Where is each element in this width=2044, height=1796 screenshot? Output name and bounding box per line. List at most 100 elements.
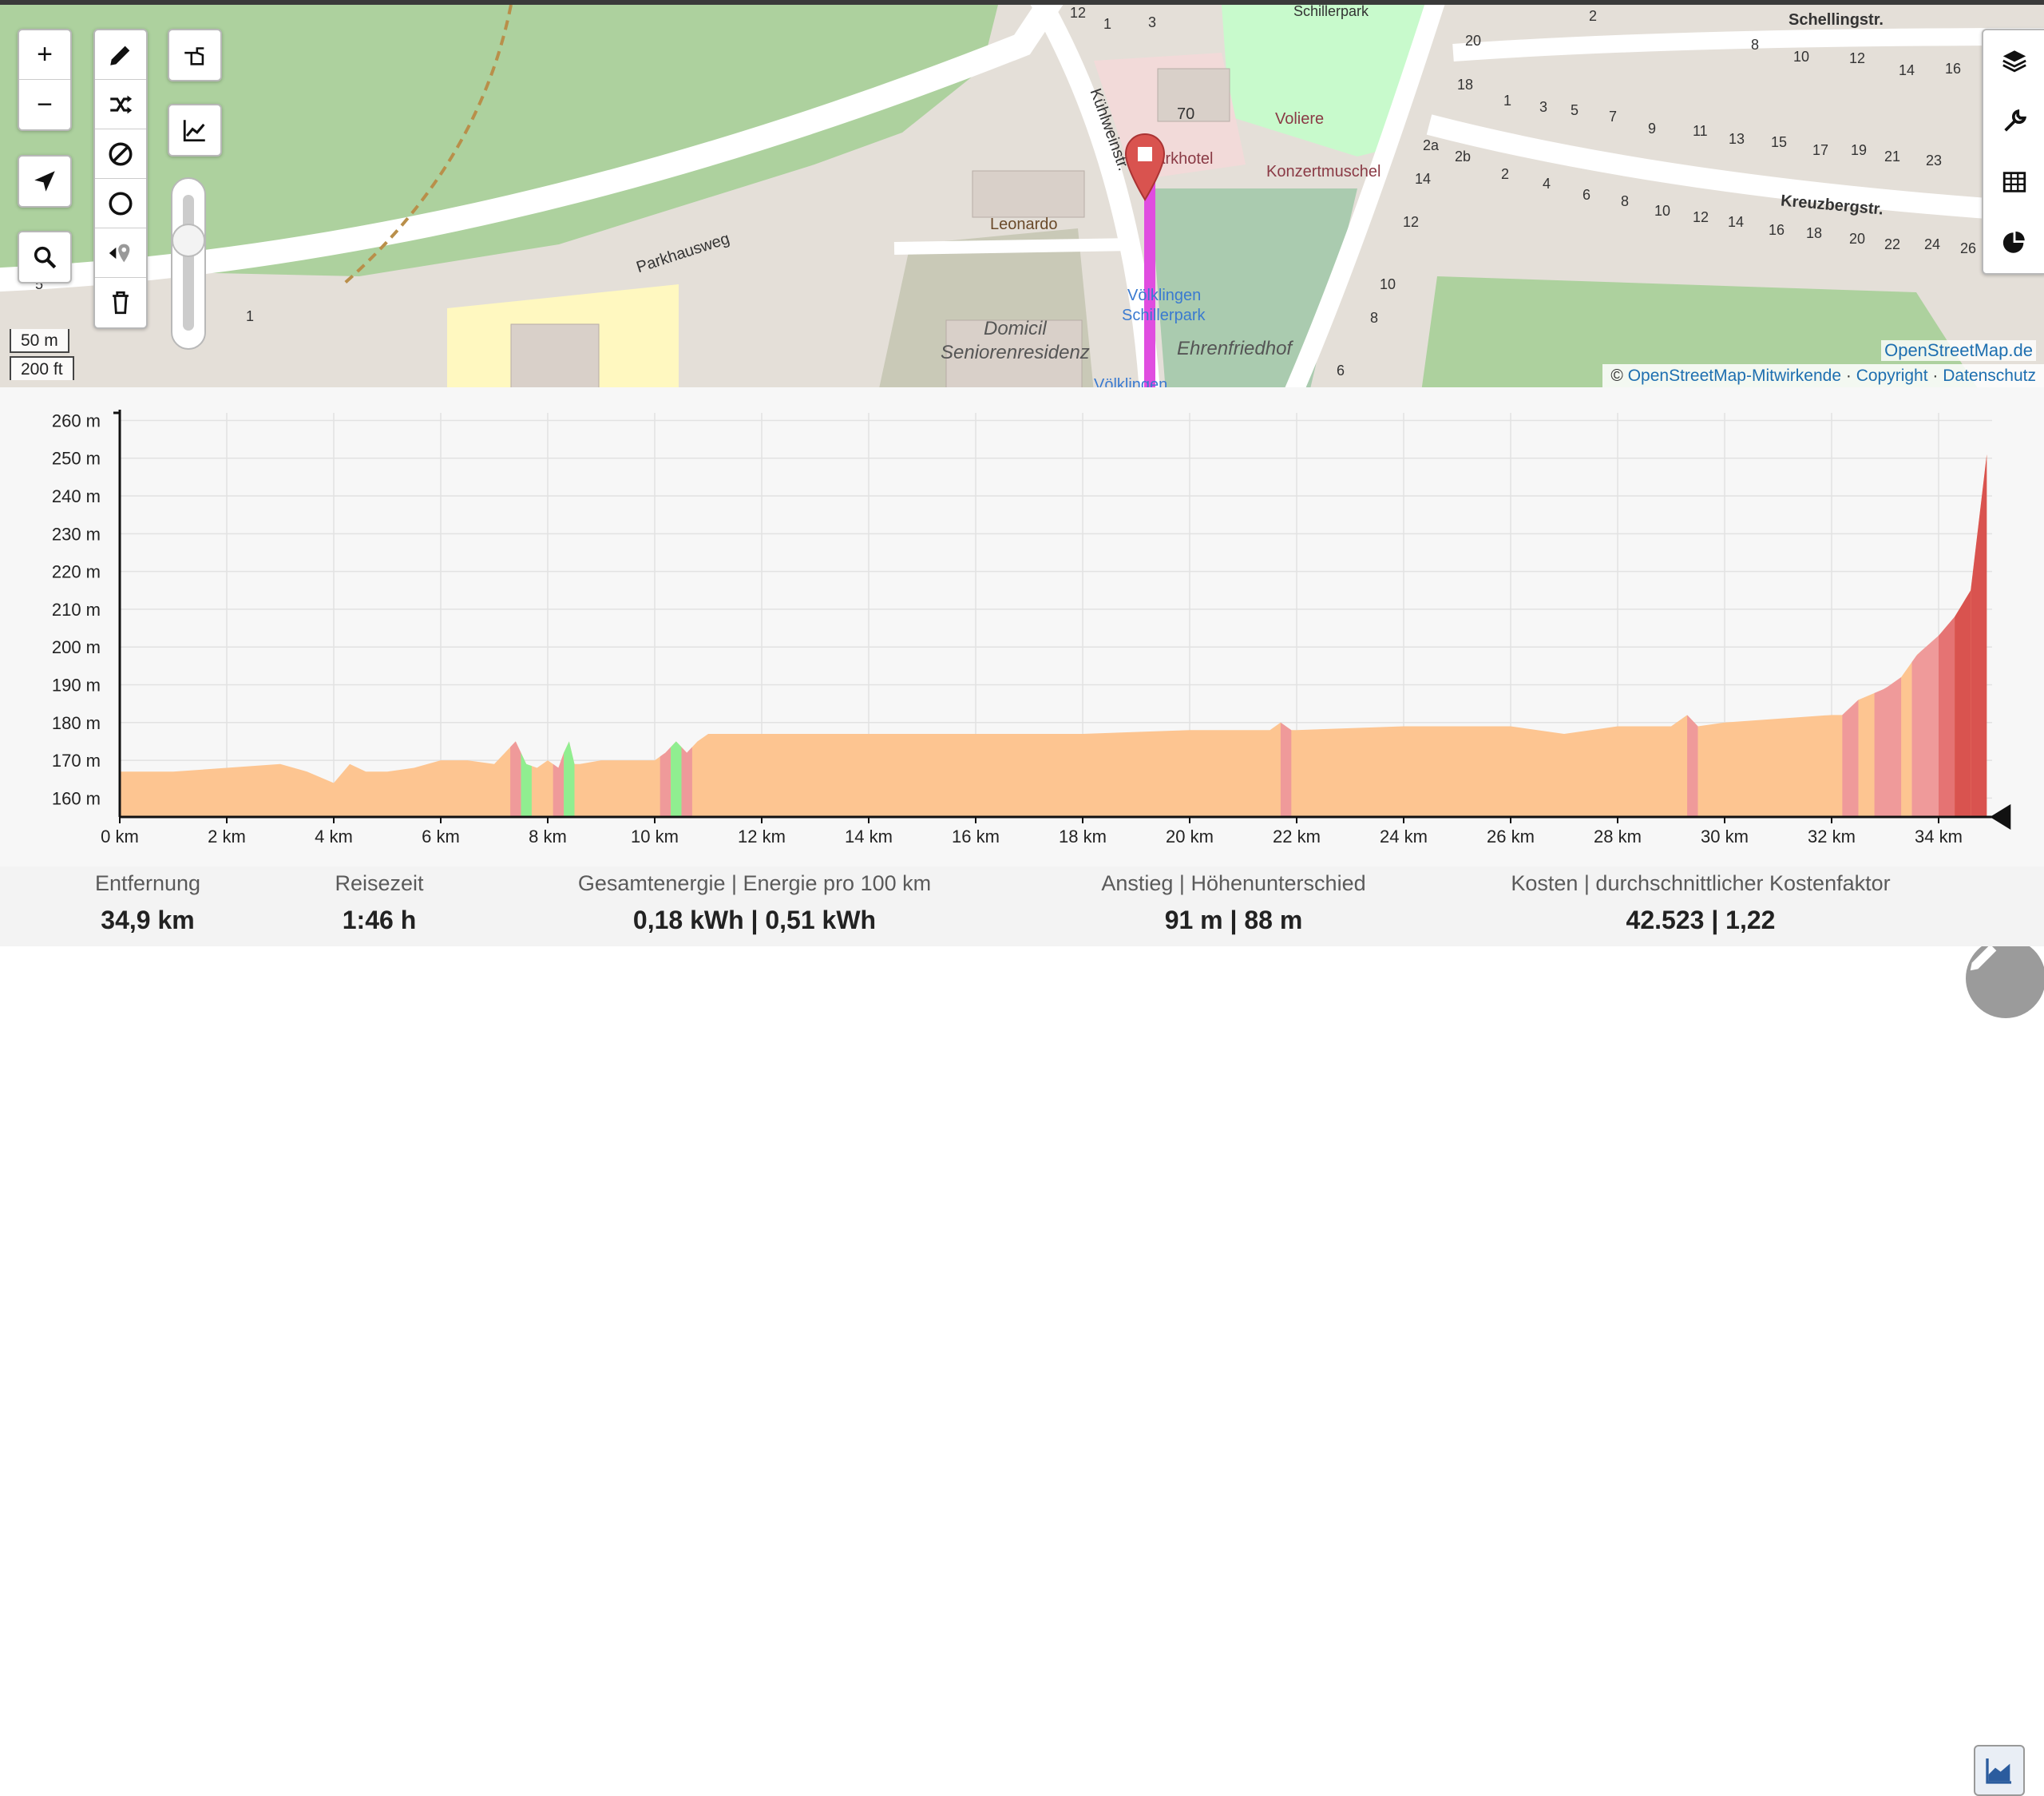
house-number: 8	[1751, 37, 1760, 53]
elevation-control	[168, 104, 222, 157]
house-number: 12	[1070, 5, 1087, 21]
contributors-link[interactable]: OpenStreetMap-Mitwirkende	[1627, 367, 1841, 385]
house-number: 12	[1849, 50, 1866, 66]
map-attribution: © OpenStreetMap-Mitwirkende · Copyright …	[1602, 364, 2044, 387]
settings-button[interactable]	[1983, 91, 2044, 152]
house-number: 14	[1415, 171, 1432, 187]
x-tick-label: 22 km	[1273, 827, 1321, 846]
x-tick-label: 8 km	[529, 827, 567, 846]
house-number: 1	[246, 308, 255, 324]
copyright-symbol: ©	[1610, 367, 1623, 385]
stat-label: Gesamtenergie | Energie pro 100 km	[577, 871, 932, 895]
x-tick-label: 28 km	[1594, 827, 1642, 846]
house-number: 6	[1337, 363, 1345, 379]
elevation-chart[interactable]: 160 m 170 m 180 m 190 m 200 m 210 m 220 m 230 m…	[0, 387, 2044, 866]
stat-label: Entfernung	[94, 871, 201, 895]
stat-label: Kosten | durchschnittlicher Kostenfaktor	[1511, 871, 1891, 895]
house-number: 8	[1621, 193, 1630, 209]
privacy-link[interactable]: Datenschutz	[1943, 367, 2036, 385]
gradient-segment	[1955, 590, 1971, 817]
house-number: 14	[1728, 214, 1745, 230]
select-control	[168, 29, 222, 81]
area-label: Ehrenfriedhof	[1177, 338, 1293, 359]
house-number: 4	[1543, 176, 1551, 192]
house-number: 19	[1851, 142, 1868, 158]
plus-icon: +	[37, 39, 53, 69]
opacity-slider[interactable]	[171, 177, 206, 350]
house-number: 20	[1849, 231, 1866, 247]
gradient-segment	[553, 752, 564, 817]
no-entry-icon	[109, 141, 133, 166]
house-number: 16	[1769, 222, 1785, 238]
circle-icon	[109, 191, 133, 216]
reverse-route-button[interactable]	[95, 80, 146, 129]
house-number: 14	[1899, 62, 1915, 78]
x-tick-label: 12 km	[738, 827, 786, 846]
area-label: Domicil	[984, 318, 1047, 339]
delete-route-button[interactable]	[95, 278, 146, 327]
y-tick-label: 170 m	[52, 751, 101, 771]
osm-link[interactable]: OpenStreetMap.de	[1881, 340, 2036, 361]
house-number: 24	[1924, 236, 1941, 252]
house-number: 3	[1539, 99, 1548, 115]
house-number: 7	[1609, 109, 1618, 125]
stat-label: Reisezeit	[335, 871, 424, 895]
search-button[interactable]	[19, 232, 70, 282]
elevation-profile-button[interactable]	[169, 105, 220, 155]
draw-route-button[interactable]	[95, 30, 146, 80]
stat-energy: Gesamtenergie | Energie pro 100 km 0,18 …	[551, 866, 958, 935]
zoom-in-button[interactable]: +	[19, 30, 70, 80]
x-tick-label: 24 km	[1380, 827, 1428, 846]
house-number: 12	[1403, 214, 1420, 230]
y-tick-label: 220 m	[52, 562, 101, 582]
x-tick-label: 0 km	[101, 827, 139, 846]
no-go-area-button[interactable]	[95, 129, 146, 179]
copyright-link[interactable]: Copyright	[1856, 367, 1928, 385]
layers-button[interactable]	[1983, 30, 2044, 91]
house-number: 17	[1812, 142, 1829, 158]
stat-time: Reisezeit 1:46 h	[287, 866, 471, 935]
draw-toolbar	[93, 29, 148, 329]
house-number: 10	[1793, 49, 1810, 65]
poi-button[interactable]	[95, 228, 146, 278]
route-start-marker-icon[interactable]	[1124, 133, 1166, 203]
house-number: 8	[1370, 310, 1379, 326]
stat-cost: Kosten | durchschnittlicher Kostenfaktor…	[1485, 866, 1916, 935]
house-number: 2b	[1455, 149, 1472, 165]
chart-line-icon	[183, 120, 205, 142]
house-number: 2	[1501, 166, 1510, 182]
data-table-button[interactable]	[1983, 152, 2044, 212]
edit-route-button[interactable]	[1966, 938, 2044, 1018]
zoom-out-button[interactable]: −	[19, 80, 70, 129]
zoom-control: + −	[18, 29, 72, 131]
x-tick-label: 2 km	[208, 827, 246, 846]
house-number: 16	[1945, 61, 1962, 77]
statistics-button[interactable]	[1983, 212, 2044, 273]
search-icon	[34, 246, 57, 269]
pie-chart-icon	[2002, 231, 2025, 253]
end-marker-icon[interactable]	[1990, 804, 2011, 830]
locate-button[interactable]	[19, 157, 70, 206]
circle-area-button[interactable]	[95, 179, 146, 228]
stat-value: 34,9 km	[101, 906, 195, 934]
slider-handle[interactable]	[172, 224, 205, 257]
x-tick-label: 4 km	[315, 827, 353, 846]
x-tick-label: 6 km	[422, 827, 460, 846]
x-tick-label: 16 km	[952, 827, 1000, 846]
select-tool-button[interactable]	[169, 30, 220, 80]
map-view[interactable]: Schellingstr. Kreuzbergstr. Voliere Konz…	[0, 0, 2044, 387]
stat-ascent: Anstieg | Höhenunterschied 91 m | 88 m	[1046, 866, 1421, 935]
x-tick-label: 10 km	[631, 827, 679, 846]
house-number: 10	[1380, 276, 1396, 292]
gradient-segment	[1280, 722, 1292, 817]
attribution-separator: ·	[1932, 367, 1939, 385]
street-label: Schellingstr.	[1788, 11, 1884, 29]
elevation-profile-panel[interactable]: 160 m 170 m 180 m 190 m 200 m 210 m 220 m 230 m…	[0, 387, 2044, 1018]
locate-icon	[34, 171, 55, 192]
house-number: 18	[1806, 225, 1823, 241]
x-tick-label: 20 km	[1166, 827, 1214, 846]
house-number: 2	[1589, 8, 1598, 24]
toggle-profile-button[interactable]	[1974, 1745, 2025, 1796]
x-tick-label: 30 km	[1701, 827, 1749, 846]
right-toolbar	[1982, 29, 2044, 275]
